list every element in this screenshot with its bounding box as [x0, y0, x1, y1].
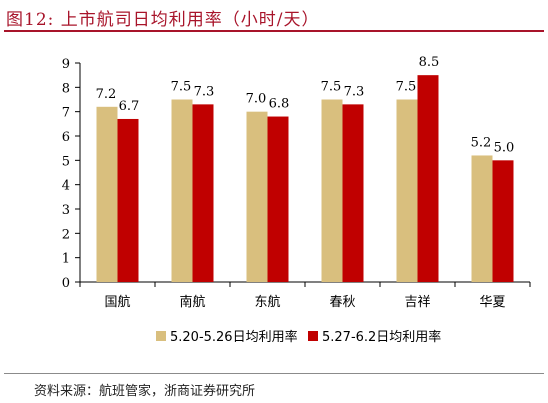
figure-title-bar: 图12: 上市航司日均利用率（小时/天）	[4, 2, 544, 32]
legend-label-series-1: 5.20-5.26日均利用率	[170, 329, 298, 345]
data-label-series-1: 5.2	[471, 135, 492, 150]
bar-series-1	[96, 106, 118, 282]
bar-series-1	[246, 111, 268, 283]
x-category-label: 东航	[254, 294, 280, 310]
x-category-label: 南航	[179, 294, 205, 310]
y-tick-label: 4	[62, 179, 70, 194]
y-tick-label: 9	[62, 57, 70, 72]
legend-swatch-series-2	[308, 331, 318, 341]
data-label-series-2: 8.5	[419, 55, 440, 70]
chart-axes: 0 1 2 3 4 5 6 7 8 9 国航 南航 东航 春秋 吉祥 华夏	[62, 57, 531, 310]
legend-swatch-series-1	[156, 331, 166, 341]
data-label-series-1: 7.5	[396, 80, 417, 95]
y-tick-label: 1	[62, 252, 70, 267]
legend-label-series-2: 5.27-6.2日均利用率	[322, 329, 441, 345]
chart-bars	[96, 75, 514, 283]
bar-series-1	[321, 99, 343, 282]
figure-title: 图12: 上市航司日均利用率（小时/天）	[6, 10, 320, 30]
data-label-series-1: 7.5	[321, 80, 342, 95]
data-label-series-2: 6.8	[269, 97, 290, 112]
bar-series-1	[396, 99, 418, 282]
y-tick-label: 3	[62, 203, 70, 218]
y-tick-label: 7	[62, 106, 70, 121]
y-tick-label: 8	[62, 81, 70, 96]
chart-data-labels: 7.2 7.5 7.0 7.5 7.5 5.2 6.7 7.3 6.8 7.3 8.5 5.0	[96, 55, 515, 155]
y-tick-label: 2	[62, 227, 70, 242]
y-tick-label: 5	[62, 154, 70, 169]
data-label-series-2: 7.3	[344, 84, 365, 99]
x-category-label: 华夏	[479, 295, 505, 310]
source-note: 资料来源：航班管家，浙商证券研究所	[34, 384, 256, 399]
data-label-series-1: 7.2	[96, 87, 117, 102]
bar-series-1	[171, 99, 193, 282]
bar-series-2	[267, 116, 289, 283]
bar-series-1	[471, 155, 493, 282]
data-label-series-1: 7.5	[171, 80, 192, 95]
bar-series-2	[492, 160, 514, 282]
bar-series-2	[192, 104, 214, 282]
x-category-label: 春秋	[329, 295, 355, 310]
bar-series-2	[342, 104, 364, 282]
bar-series-2	[417, 75, 439, 283]
chart-legend: 5.20-5.26日均利用率 5.27-6.2日均利用率	[156, 329, 441, 345]
data-label-series-1: 7.0	[246, 92, 267, 107]
data-label-series-2: 7.3	[194, 84, 215, 99]
source-divider	[4, 373, 544, 374]
x-category-label: 吉祥	[404, 295, 430, 310]
y-tick-label: 6	[62, 130, 70, 145]
bar-series-2	[117, 118, 139, 282]
data-label-series-2: 5.0	[494, 140, 515, 155]
x-category-label: 国航	[104, 294, 130, 310]
y-tick-label: 0	[62, 276, 70, 291]
data-label-series-2: 6.7	[119, 99, 140, 114]
